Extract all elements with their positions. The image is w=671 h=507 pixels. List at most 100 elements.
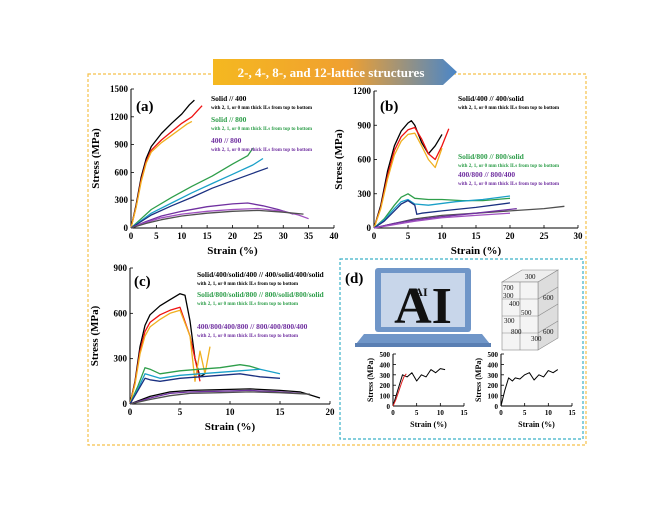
series-line [130,120,193,229]
y-tick-label: 300 [358,189,372,199]
y-tick-label: 900 [358,120,372,130]
legend-sublabel: with 2, 1, or 0 mm thick ILs from top to… [197,282,299,287]
y-tick-label: 500 [380,351,391,359]
panel-d-dashed-frame [339,258,584,440]
y-tick-label: 500 [488,351,499,359]
series-line [130,99,195,229]
cube-label: 400 [509,300,520,308]
series-line [130,157,264,229]
series-line [373,212,511,229]
series-line [129,373,281,405]
x-tick-label: 10 [545,409,553,417]
y-tick-label: 900 [114,263,128,273]
cube-label: 700 [503,284,514,292]
legend-sublabel: with 2, 1, or 0 mm thick ILs from top to… [458,182,560,187]
charts-layer: 0 5 10 15 20 25 30 35 40030060090012001500Strain… [89,84,583,433]
series-line [392,373,407,407]
y-tick-label: 300 [115,195,129,205]
ai-small-text: AI [414,285,428,299]
series-line [130,202,294,229]
x-tick-label: 0 [499,409,503,417]
y-tick-label: 0 [495,403,499,411]
series-line [129,309,211,405]
y-tick-label: 400 [488,361,499,369]
x-tick-label: 5 [406,231,411,241]
y-tick-label: 200 [380,382,391,390]
series-line [373,120,443,229]
legend-sublabel: with 2, 1, or 0 mm thick ILs from top to… [211,127,313,132]
y-tick-label: 0 [387,403,391,411]
series-line [130,167,269,229]
x-axis-label: Strain (%) [205,421,256,433]
x-tick-label: 0 [372,231,377,241]
y-tick-label: 0 [123,399,128,409]
series-line [373,199,511,229]
cube-label: 300 [503,292,514,300]
cube-labels: 300 700 600 400 300 500 300 800 600 300 [503,273,554,343]
panel-label: (c) [134,274,151,290]
panel-label: (a) [136,99,154,115]
series-line [500,369,559,407]
series-line [130,147,254,229]
x-axis-label: Strain (%) [518,420,555,429]
y-tick-label: 600 [358,155,372,165]
x-tick-label: 5 [415,409,419,417]
x-tick-label: 10 [438,231,448,241]
x-tick-label: 40 [330,231,340,241]
series-line [373,126,450,229]
x-tick-label: 0 [128,407,133,417]
x-tick-label: 10 [437,409,445,417]
panel-d-label: (d) [345,271,363,287]
series-line [392,368,446,407]
banner-title: 2-, 4-, 8-, and 12-lattice structures [238,65,425,80]
cube-label: 600 [543,294,554,302]
x-tick-label: 25 [253,231,263,241]
panel-label: (b) [380,99,398,115]
x-tick-label: 5 [523,409,527,417]
y-tick-label: 1500 [110,84,129,94]
x-tick-label: 15 [472,231,482,241]
legend-sublabel: with 2, 1, or 0 mm thick ILs from top to… [211,148,313,153]
y-tick-label: 0 [124,223,129,233]
y-tick-label: 900 [115,140,129,150]
x-tick-label: 0 [129,231,134,241]
series-line [373,195,511,229]
legend-label: Solid/400 // 400/solid [458,94,525,103]
y-tick-label: 0 [367,223,372,233]
legend-sublabel: with 2, 1, or 0 mm thick ILs from top to… [458,106,560,111]
cube-label: 300 [531,335,542,343]
x-tick-label: 35 [304,231,314,241]
y-axis-label: Stress (MPa) [474,358,483,402]
ai-big-text: AI [394,278,452,335]
cube-label: 300 [504,317,515,325]
legend-label: Solid/800 // 800/solid [458,152,525,161]
legend-label: 400/800/400/800 // 800/400/800/400 [197,322,308,331]
x-axis-label: Strain (%) [410,420,447,429]
legend-label: 400/800 // 800/400 [458,170,515,179]
x-tick-label: 20 [228,231,238,241]
cube-label: 300 [525,273,536,281]
y-axis-label: Stress (MPa) [90,128,102,189]
y-tick-label: 1200 [110,112,129,122]
legend-label: 400 // 800 [211,136,242,145]
chart-3: 0 5 10 15 20 0 300 600 900 Strain (%) Stress (MPa)… [89,263,335,433]
series-line [129,391,311,405]
y-tick-label: 400 [380,361,391,369]
legend-sublabel: with 2, 1, or 0 mm thick ILs from top to… [197,302,299,307]
legend-sublabel: with 2, 1, or 0 mm thick ILs from top to… [458,164,560,169]
series-line [373,205,565,229]
x-tick-label: 0 [391,409,395,417]
x-tick-label: 15 [203,231,213,241]
x-tick-label: 15 [276,407,286,417]
x-tick-label: 10 [226,407,236,417]
x-tick-label: 30 [279,231,289,241]
cube-label: 500 [521,309,532,317]
x-tick-label: 5 [154,231,159,241]
series-line [373,132,443,229]
y-tick-label: 300 [114,354,128,364]
x-tick-label: 20 [326,407,336,417]
y-axis-label: Stress (MPa) [89,305,101,366]
